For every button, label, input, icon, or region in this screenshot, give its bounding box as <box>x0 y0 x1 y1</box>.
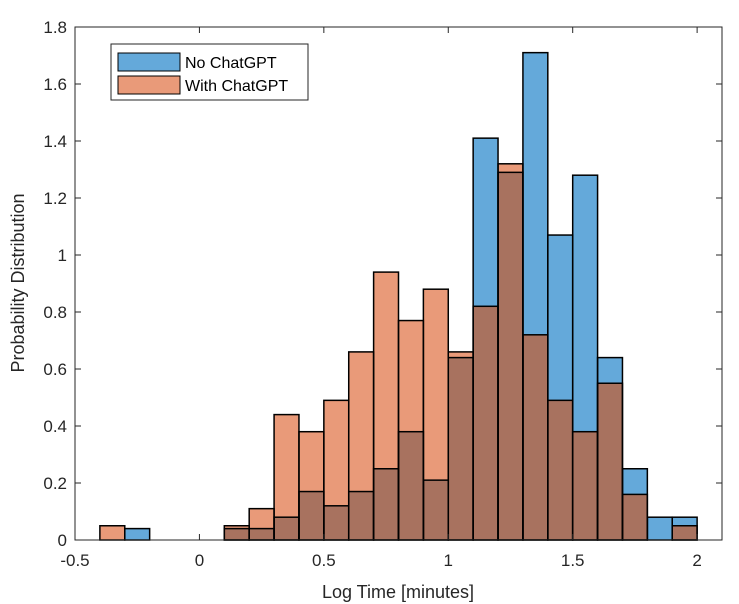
bar-overlap <box>448 357 474 540</box>
bar-overlap <box>498 172 523 540</box>
x-tick-label: 0 <box>195 551 204 570</box>
x-tick-label: 1 <box>444 551 453 570</box>
bar-with-chatgpt <box>99 525 125 540</box>
x-axis-label: Log Time [minutes] <box>322 582 474 602</box>
bar-overlap <box>274 517 299 540</box>
y-tick-label: 1.8 <box>43 18 67 37</box>
x-tick-label: 0.5 <box>312 551 336 570</box>
bar-overlap <box>672 525 698 540</box>
axis-ticks: -0.5 0 0.5 1 1.5 200.20.40.60.811.21.41.61.8 <box>43 18 722 570</box>
bar-overlap <box>473 306 499 540</box>
legend-swatch-with-chatgpt <box>117 75 181 95</box>
bar-overlap <box>224 528 250 540</box>
y-tick-label: 1.4 <box>43 132 67 151</box>
bar-overlap <box>547 400 573 540</box>
bar-no-chatgpt <box>647 517 673 540</box>
bar-overlap <box>597 383 623 540</box>
y-tick-label: 1 <box>58 246 67 265</box>
bar-overlap <box>373 468 399 540</box>
bar-overlap <box>572 431 598 540</box>
y-tick-label: 0.6 <box>43 360 67 379</box>
bar-overlap <box>348 491 374 540</box>
bar-overlap <box>622 494 648 540</box>
overlap-region <box>224 172 698 540</box>
legend: No ChatGPT With ChatGPT <box>110 43 309 101</box>
y-tick-label: 1.2 <box>43 189 67 208</box>
y-tick-label: 0.4 <box>43 417 67 436</box>
legend-swatch-no-chatgpt <box>117 52 181 72</box>
x-tick-label: -0.5 <box>60 551 89 570</box>
axes-box <box>74 26 723 541</box>
bar-overlap <box>423 480 449 540</box>
x-tick-label: 2 <box>692 551 701 570</box>
y-tick-label: 1.6 <box>43 75 67 94</box>
legend-label-no-chatgpt: No ChatGPT <box>185 55 277 72</box>
bar-no-chatgpt <box>124 528 150 540</box>
legend-label-with-chatgpt: With ChatGPT <box>185 78 288 95</box>
x-tick-label: 1.5 <box>561 551 585 570</box>
y-axis-label: Probability Distribution <box>8 193 28 372</box>
y-tick-label: 0.8 <box>43 303 67 322</box>
y-tick-label: 0 <box>58 531 67 550</box>
y-tick-label: 0.2 <box>43 474 67 493</box>
bar-overlap <box>522 334 548 540</box>
bar-overlap <box>398 431 424 540</box>
bar-overlap <box>298 491 324 540</box>
bar-overlap <box>249 528 275 540</box>
bar-overlap <box>323 505 349 540</box>
